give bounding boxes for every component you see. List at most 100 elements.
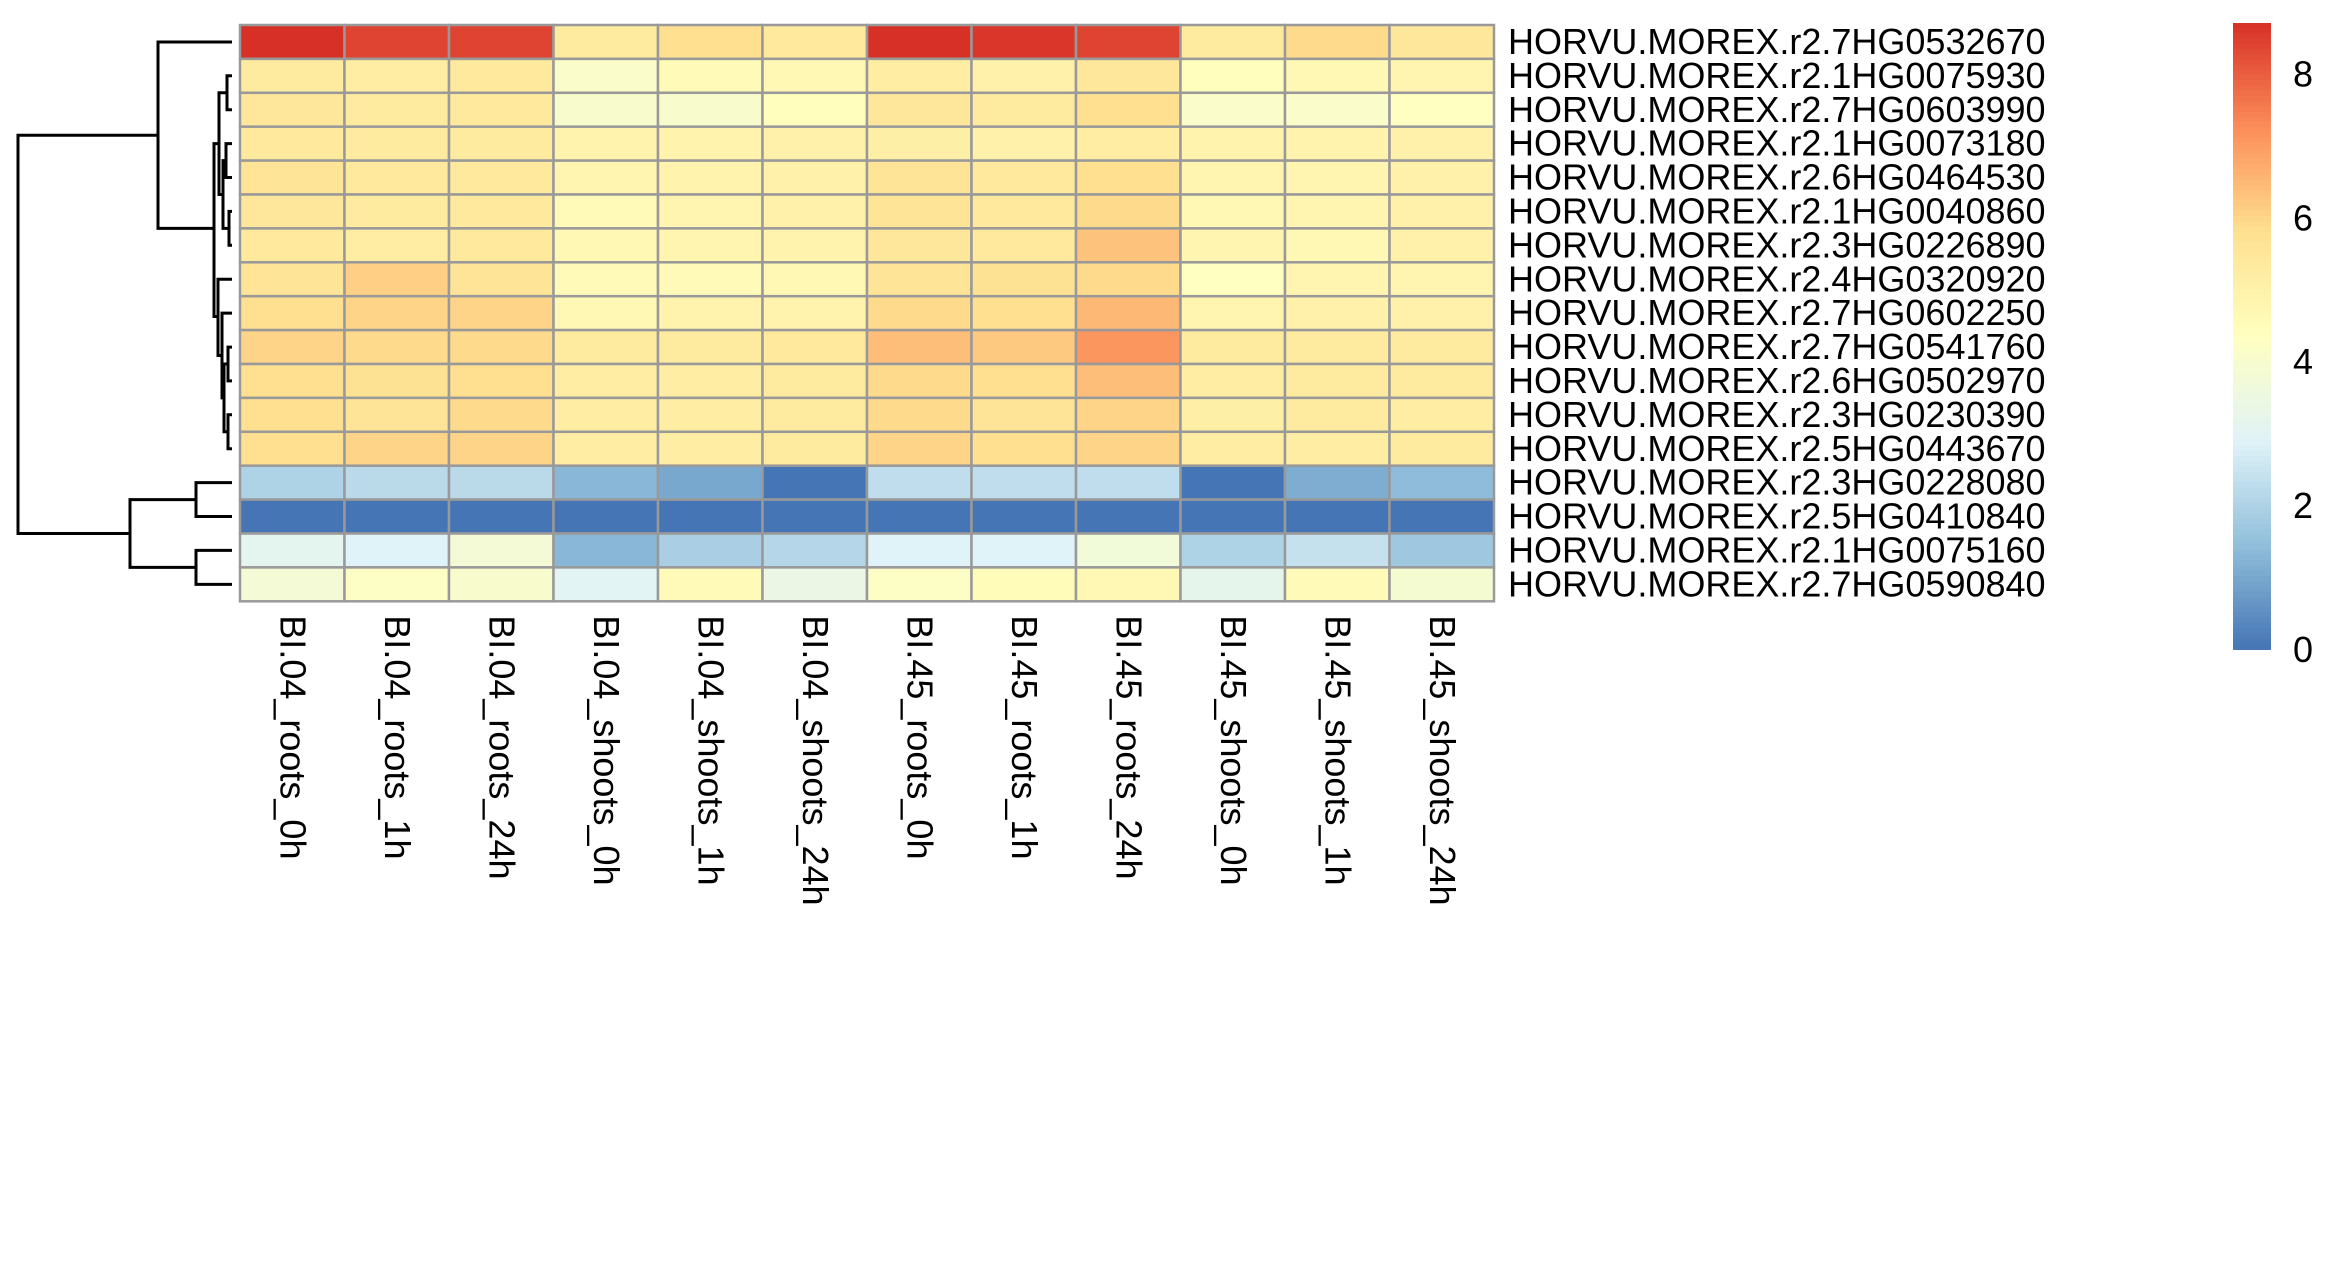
heatmap-cell	[656, 464, 764, 501]
heatmap-cell	[343, 362, 451, 400]
heatmap-cell	[447, 430, 555, 467]
legend-color-step	[2233, 278, 2271, 285]
heatmap-cell	[447, 261, 555, 298]
heatmap-cell	[552, 57, 660, 95]
legend-color-step	[2233, 257, 2271, 264]
legend-color-step	[2233, 419, 2271, 426]
legend-color-step	[2233, 38, 2271, 45]
heatmap-cell	[1283, 91, 1391, 128]
legend-color-step	[2233, 169, 2271, 176]
legend-color-step	[2233, 476, 2271, 484]
row-label: HORVU.MOREX.r2.3HG0230390	[1508, 394, 2046, 435]
heatmap-cell	[238, 566, 346, 603]
legend-color-step	[2233, 174, 2271, 181]
legend-color-step	[2233, 356, 2271, 364]
heatmap-cell	[970, 193, 1078, 230]
heatmap-cell	[1388, 294, 1496, 332]
heatmap-cell	[343, 294, 451, 332]
heatmap-cell	[1074, 430, 1182, 467]
heatmap-cell	[865, 91, 973, 128]
dendrogram-branch	[216, 277, 232, 357]
legend-color-step	[2233, 273, 2271, 280]
heatmap-cell	[1283, 159, 1391, 196]
heatmap-cell	[1179, 430, 1287, 467]
heatmap-cell	[1074, 23, 1182, 61]
legend-color-step	[2233, 106, 2271, 113]
heatmap-cell	[238, 294, 346, 332]
legend-color-step	[2233, 64, 2271, 71]
legend-color-step	[2233, 54, 2271, 61]
heatmap-cell	[865, 57, 973, 95]
heatmap-cell	[552, 294, 660, 332]
heatmap-cell	[238, 227, 346, 264]
heatmap-cell	[1388, 261, 1496, 298]
heatmap-cell	[1388, 57, 1496, 95]
heatmap-cell	[343, 430, 451, 467]
dendrogram-branch	[128, 498, 196, 569]
column-label: BI.45_roots_0h	[899, 615, 940, 859]
legend-color-step	[2233, 315, 2271, 322]
heatmap-cell	[656, 125, 764, 162]
legend-color-step	[2233, 492, 2271, 499]
heatmap-cell	[656, 328, 764, 366]
legend-color-step	[2233, 440, 2271, 447]
heatmap-cell	[656, 261, 764, 298]
heatmap-cell	[1074, 193, 1182, 230]
legend-color-step	[2233, 575, 2271, 583]
legend-color-step	[2233, 80, 2271, 87]
heatmap-cell	[238, 430, 346, 467]
heatmap-cell	[865, 532, 973, 569]
heatmap-cell	[1179, 57, 1287, 95]
row-label: HORVU.MOREX.r2.6HG0502970	[1508, 360, 2046, 401]
column-label: BI.04_shoots_1h	[690, 615, 731, 885]
heatmap-cell	[1283, 464, 1391, 501]
legend-color-step	[2233, 49, 2271, 56]
legend-color-step	[2233, 502, 2271, 510]
heatmap-cell	[1283, 396, 1391, 434]
heatmap-cell	[552, 328, 660, 366]
legend-color-step	[2233, 450, 2271, 457]
row-label: HORVU.MOREX.r2.3HG0226890	[1508, 224, 2046, 265]
legend-color-step	[2233, 210, 2271, 218]
legend-color-step	[2233, 539, 2271, 546]
legend-color-step	[2233, 523, 2271, 531]
legend-color-step	[2233, 262, 2271, 270]
row-label: HORVU.MOREX.r2.7HG0532670	[1508, 21, 2046, 62]
heatmap-cell	[1283, 328, 1391, 366]
legend-color-step	[2233, 429, 2271, 437]
heatmap-cell	[970, 23, 1078, 61]
heatmap-cell	[865, 261, 973, 298]
legend-color-step	[2233, 351, 2271, 358]
heatmap-cell	[970, 125, 1078, 162]
heatmap-cell	[656, 91, 764, 128]
heatmap-cell	[656, 57, 764, 95]
heatmap-cell	[552, 566, 660, 603]
row-label: HORVU.MOREX.r2.6HG0464530	[1508, 157, 2046, 198]
dendrogram-branch	[16, 133, 158, 535]
heatmap-cell	[656, 430, 764, 467]
heatmap-cell	[1074, 261, 1182, 298]
heatmap-cell	[1179, 362, 1287, 400]
heatmap-cell	[447, 125, 555, 162]
legend-color-step	[2233, 137, 2271, 144]
heatmap-cell	[1388, 125, 1496, 162]
heatmap-cell	[343, 23, 451, 61]
column-label: BI.04_shoots_0h	[586, 615, 627, 885]
heatmap-cell	[865, 125, 973, 162]
heatmap-cell	[343, 261, 451, 298]
heatmap-cell	[970, 532, 1078, 569]
column-label: BI.45_shoots_0h	[1213, 615, 1254, 885]
legend-color-step	[2233, 549, 2271, 557]
heatmap-cell	[761, 125, 869, 162]
heatmap-cell	[447, 91, 555, 128]
heatmap-cell	[552, 261, 660, 298]
legend-color-step	[2233, 336, 2271, 343]
heatmap-cell	[1074, 362, 1182, 400]
heatmap-cell	[447, 532, 555, 569]
legend-color-step	[2233, 195, 2271, 202]
heatmap-cell	[761, 396, 869, 434]
heatmap-cell	[1388, 227, 1496, 264]
heatmap-cell	[761, 91, 869, 128]
column-label: BI.04_roots_1h	[377, 615, 418, 859]
row-label: HORVU.MOREX.r2.1HG0040860	[1508, 190, 2046, 231]
